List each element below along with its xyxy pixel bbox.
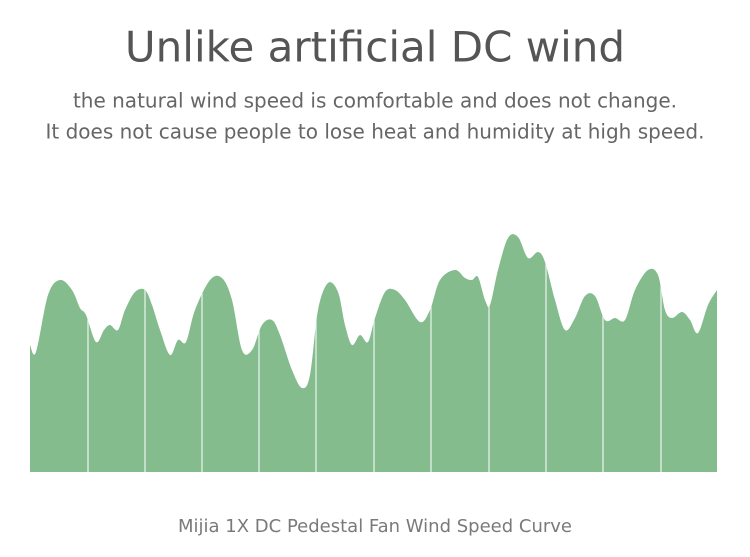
subtitle-line: It does not cause people to lose heat an… (46, 120, 705, 144)
wind-curve (30, 234, 717, 472)
title: Unlike artificial DC wind (125, 23, 625, 72)
caption: Mijia 1X DC Pedestal Fan Wind Speed Curv… (178, 516, 572, 537)
subtitle-line: the natural wind speed is comfortable an… (73, 89, 677, 113)
